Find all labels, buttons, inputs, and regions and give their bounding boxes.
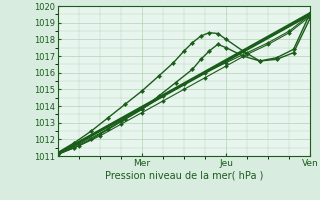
X-axis label: Pression niveau de la mer( hPa ): Pression niveau de la mer( hPa )	[105, 171, 263, 181]
